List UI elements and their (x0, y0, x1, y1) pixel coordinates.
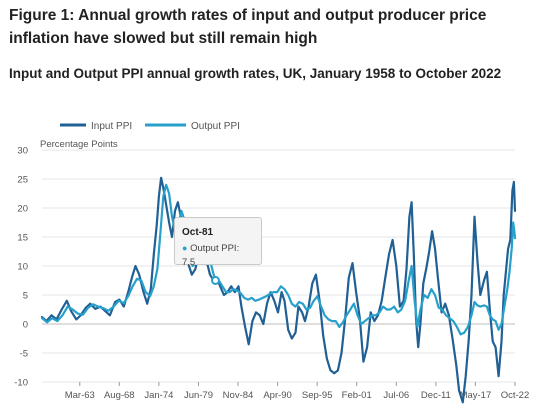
tooltip-value: 7.5 (182, 257, 196, 268)
y-tick-label: 10 (17, 262, 28, 273)
y-axis: 30 25 20 15 10 5 0 -5 -10 (14, 146, 28, 389)
x-axis: Mar-63 Aug-68 Jan-74 Jun-79 Nov-84 Apr-90 Sep-… (65, 382, 530, 401)
y-tick-label: 25 (17, 175, 28, 186)
hover-point-marker (210, 276, 220, 285)
chart-tooltip: Oct-81 ● Output PPI: 7.5 (174, 217, 262, 268)
legend-entry-output-ppi[interactable]: Output PPI (191, 121, 240, 132)
y-tick-label: 30 (17, 146, 28, 157)
tooltip-series-label: Output PPI (190, 243, 237, 254)
x-tick-label: Apr-90 (263, 390, 292, 401)
chart-subtitle: Input and Output PPI annual growth rates… (9, 66, 502, 81)
x-tick-label: Mar-63 (65, 390, 95, 401)
x-tick-label: Dec-11 (421, 390, 451, 401)
y-axis-label: Percentage Points (40, 139, 118, 150)
tooltip-series-dot-icon: ● (182, 243, 188, 253)
series-lines (40, 176, 517, 404)
x-tick-label: Nov-84 (223, 390, 254, 401)
tooltip-date: Oct-81 (182, 227, 214, 238)
y-tick-label: 20 (17, 204, 28, 215)
series-line-input-ppi[interactable] (40, 176, 517, 404)
x-tick-label: May-17 (460, 390, 492, 401)
figure-title: Figure 1: Annual growth rates of input a… (9, 7, 487, 47)
series-line-output-ppi[interactable] (40, 183, 517, 336)
tooltip-row: ● Output PPI: 7.5 (182, 243, 240, 268)
x-tick-label: Feb-01 (342, 390, 372, 401)
x-tick-label: Jun-79 (184, 390, 213, 401)
y-tick-label: -5 (20, 349, 28, 360)
x-tick-label: Sep-95 (302, 390, 333, 401)
gridlines (42, 149, 515, 383)
x-tick-label: Jul-06 (383, 390, 409, 401)
x-tick-label: Aug-68 (104, 390, 135, 401)
x-tick-label: Jan-74 (144, 390, 173, 401)
legend-entry-input-ppi[interactable]: Input PPI (91, 121, 132, 132)
legend[interactable]: Input PPI Output PPI (60, 121, 240, 132)
x-tick-label: Oct-22 (501, 390, 530, 401)
y-tick-label: -10 (14, 378, 28, 389)
y-tick-label: 0 (23, 320, 28, 331)
y-tick-label: 5 (23, 291, 28, 302)
y-tick-label: 15 (17, 233, 28, 244)
